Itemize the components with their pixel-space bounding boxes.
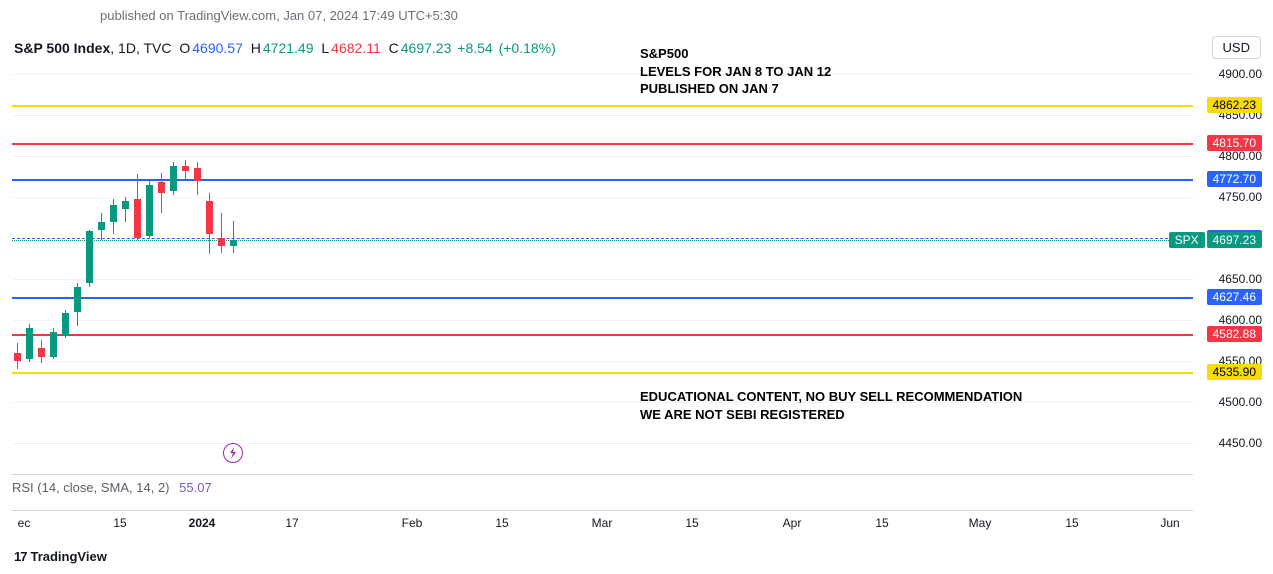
candle-wick (161, 173, 162, 214)
rsi-value: 55.07 (179, 480, 212, 495)
candle-body[interactable] (122, 201, 129, 209)
level-badge: 4862.23 (1207, 97, 1262, 113)
level-badge: 4772.70 (1207, 171, 1262, 187)
annotation-top-line1: S&P500 (640, 45, 831, 63)
candle-body[interactable] (194, 168, 201, 180)
current-price-line (12, 240, 1193, 241)
candle-body[interactable] (74, 287, 81, 312)
symbol-header: S&P 500 Index, 1D, TVC O4690.57 H4721.49… (14, 40, 556, 56)
level-line[interactable] (12, 372, 1193, 374)
level-badge: 4582.88 (1207, 326, 1262, 342)
candle-body[interactable] (98, 222, 105, 230)
x-tick-label: 2024 (189, 516, 216, 530)
x-tick-label: 15 (113, 516, 126, 530)
rsi-label: RSI (14, close, SMA, 14, 2) (12, 480, 170, 495)
level-line[interactable] (12, 297, 1193, 299)
x-tick-label: Jun (1160, 516, 1179, 530)
current-price-badge-group: SPX4697.23 (1169, 232, 1262, 248)
x-tick-label: Feb (402, 516, 423, 530)
level-line[interactable] (12, 238, 1193, 239)
y-tick-label: 4500.00 (1208, 395, 1262, 409)
y-tick-label: 4650.00 (1208, 272, 1262, 286)
gridline (12, 361, 1193, 362)
low-value: 4682.11 (331, 40, 381, 56)
candle-body[interactable] (50, 332, 57, 357)
gridline (12, 74, 1193, 75)
candle-body[interactable] (134, 199, 141, 238)
candle-body[interactable] (14, 353, 21, 361)
low-label: L (321, 40, 329, 56)
gridline (12, 156, 1193, 157)
gridline (12, 320, 1193, 321)
gridline (12, 279, 1193, 280)
currency-button[interactable]: USD (1212, 36, 1261, 59)
x-tick-label: May (969, 516, 992, 530)
interval: 1D (118, 40, 136, 56)
annotation-bottom-line1: EDUCATIONAL CONTENT, NO BUY SELL RECOMME… (640, 388, 1022, 406)
x-tick-label: 15 (685, 516, 698, 530)
candle-body[interactable] (62, 313, 69, 334)
y-tick-label: 4900.00 (1208, 67, 1262, 81)
close-value: 4697.23 (401, 40, 452, 56)
x-tick-label: 17 (285, 516, 298, 530)
gridline (12, 197, 1193, 198)
level-line[interactable] (12, 105, 1193, 107)
annotation-top-line3: PUBLISHED ON JAN 7 (640, 80, 831, 98)
candle-body[interactable] (218, 238, 225, 246)
x-tick-label: Apr (783, 516, 802, 530)
annotation-bottom: EDUCATIONAL CONTENT, NO BUY SELL RECOMME… (640, 388, 1022, 423)
candle-body[interactable] (206, 201, 213, 234)
change-value: +8.54 (457, 40, 492, 56)
level-line[interactable] (12, 179, 1193, 181)
x-tick-label: 15 (495, 516, 508, 530)
x-tick-label: Mar (592, 516, 613, 530)
candle-body[interactable] (182, 166, 189, 171)
candle-body[interactable] (86, 231, 93, 283)
change-pct: (+0.18%) (499, 40, 556, 56)
candle-body[interactable] (158, 182, 165, 193)
open-value: 4690.57 (192, 40, 243, 56)
open-label: O (179, 40, 190, 56)
candle-body[interactable] (170, 166, 177, 191)
gridline (12, 443, 1193, 444)
candle-body[interactable] (38, 348, 45, 356)
source: TVC (143, 40, 171, 56)
logo-text: TradingView (30, 549, 106, 564)
logo-mark: 17 (14, 549, 26, 564)
annotation-bottom-line2: WE ARE NOT SEBI REGISTERED (640, 406, 1022, 424)
spx-ticker-badge: SPX (1169, 232, 1205, 248)
y-tick-label: 4600.00 (1208, 313, 1262, 327)
x-axis[interactable]: ec 15 2024 17 Feb 15 Mar 15 Apr 15 May 15 Jun (12, 510, 1193, 534)
lightning-icon[interactable] (223, 443, 243, 463)
x-tick-label: 15 (1065, 516, 1078, 530)
current-price-badge: 4697.23 (1207, 232, 1262, 248)
annotation-top: S&P500 LEVELS FOR JAN 8 TO JAN 12 PUBLIS… (640, 45, 831, 98)
candle-body[interactable] (110, 205, 117, 221)
x-tick-label: 15 (875, 516, 888, 530)
level-badge: 4815.70 (1207, 135, 1262, 151)
y-axis[interactable]: 4450.004500.004550.004600.004650.004750.… (1194, 58, 1262, 463)
x-tick-label: ec (18, 516, 31, 530)
rsi-panel[interactable]: RSI (14, close, SMA, 14, 2) 55.07 (12, 474, 1193, 504)
tradingview-logo[interactable]: 17 TradingView (14, 549, 107, 564)
gridline (12, 115, 1193, 116)
candle-body[interactable] (230, 240, 237, 246)
close-label: C (389, 40, 399, 56)
symbol-name: S&P 500 Index (14, 40, 110, 56)
candle-wick (233, 221, 234, 253)
level-line[interactable] (12, 334, 1193, 336)
level-line[interactable] (12, 143, 1193, 145)
candle-body[interactable] (26, 328, 33, 359)
level-badge: 4535.90 (1207, 364, 1262, 380)
high-value: 4721.49 (263, 40, 314, 56)
publish-line: published on TradingView.com, Jan 07, 20… (100, 8, 458, 23)
level-badge: 4627.46 (1207, 289, 1262, 305)
annotation-top-line2: LEVELS FOR JAN 8 TO JAN 12 (640, 63, 831, 81)
y-tick-label: 4750.00 (1208, 190, 1262, 204)
high-label: H (251, 40, 261, 56)
y-tick-label: 4450.00 (1208, 436, 1262, 450)
candle-body[interactable] (146, 185, 153, 237)
candle-wick (221, 213, 222, 252)
